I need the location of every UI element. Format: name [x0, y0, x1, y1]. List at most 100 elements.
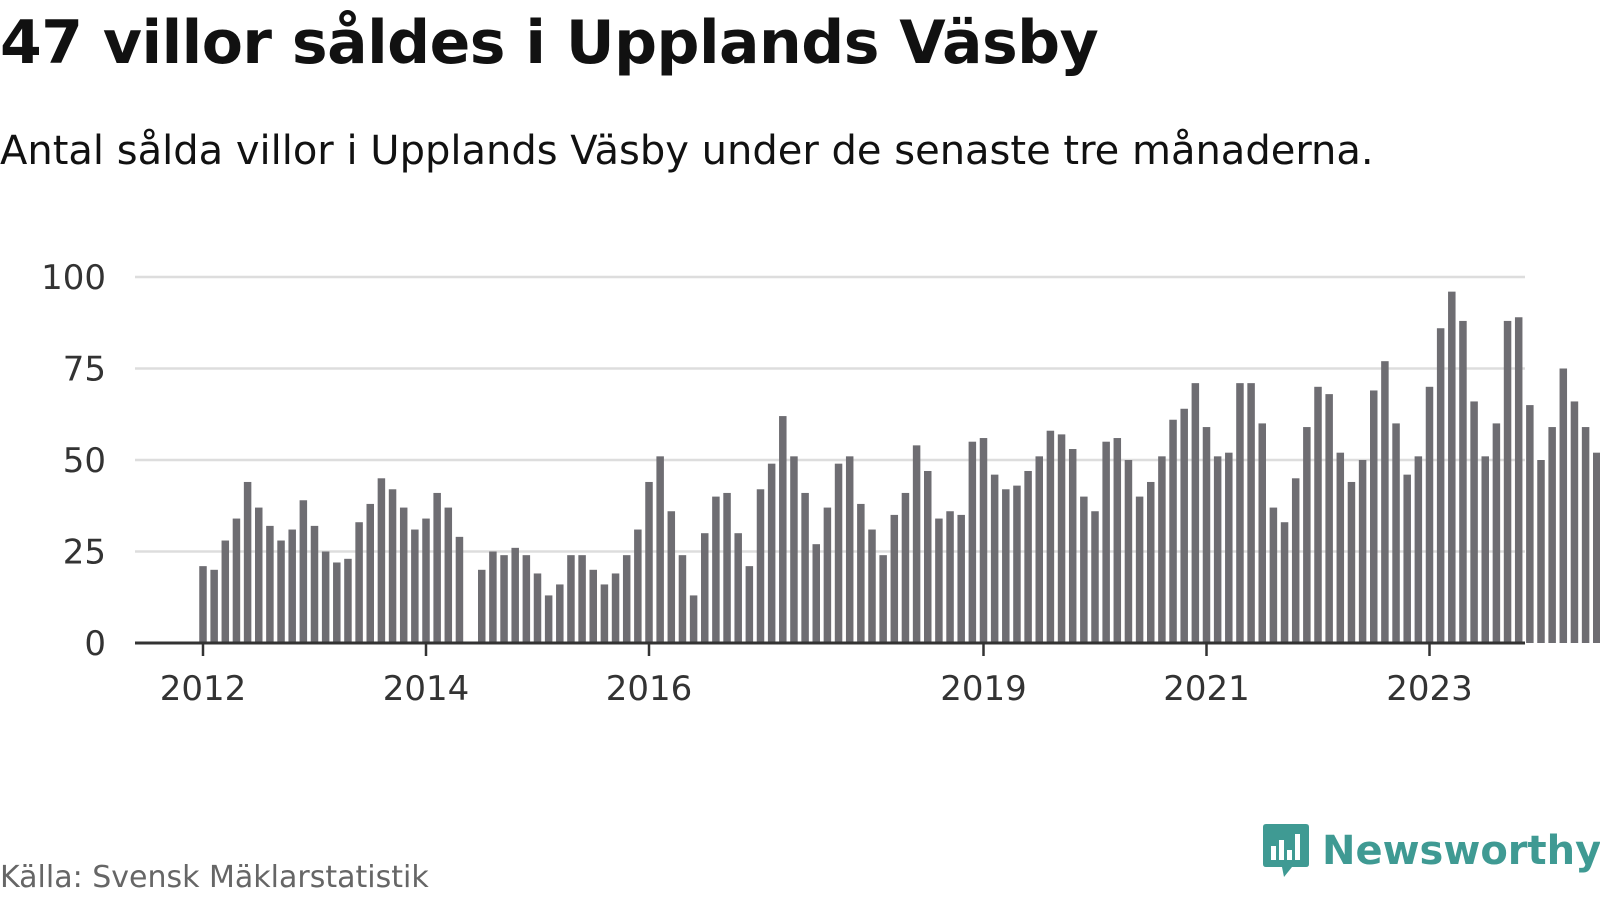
bar — [701, 533, 709, 643]
bar — [1570, 401, 1579, 643]
bar — [399, 507, 408, 643]
bar — [1135, 496, 1144, 643]
bar — [1180, 408, 1188, 643]
bar — [845, 456, 854, 643]
bar — [968, 441, 977, 643]
bar — [935, 518, 943, 643]
y-tick-label: 25 — [63, 533, 106, 573]
bar — [1113, 438, 1122, 643]
bar — [1392, 423, 1400, 643]
bar — [1403, 474, 1411, 643]
bar — [634, 529, 642, 643]
bar — [1225, 452, 1233, 643]
bar — [645, 481, 653, 643]
bar — [857, 503, 865, 643]
bar — [255, 507, 263, 643]
bar — [1381, 361, 1389, 643]
bar — [1325, 394, 1333, 643]
bar — [667, 511, 676, 643]
bar — [1213, 456, 1222, 643]
bar — [1436, 328, 1445, 643]
bar — [779, 416, 787, 643]
y-tick-label: 50 — [63, 441, 106, 481]
bar — [656, 456, 664, 643]
chart-title: 47 villor såldes i Upplands Väsby — [0, 8, 1099, 78]
bar — [455, 536, 464, 643]
bar — [990, 474, 999, 643]
bar — [1124, 460, 1133, 643]
bar — [1046, 430, 1055, 643]
bar — [1448, 291, 1456, 643]
bar — [745, 566, 754, 643]
bar — [1581, 427, 1590, 643]
bar — [912, 445, 921, 643]
bar — [511, 547, 519, 643]
x-tick-label: 2016 — [606, 669, 693, 709]
bar — [689, 595, 698, 643]
bar — [533, 573, 542, 643]
bar — [678, 555, 687, 643]
bar — [1593, 452, 1600, 643]
bar — [444, 507, 453, 643]
bar — [232, 518, 241, 643]
y-tick-label: 75 — [63, 350, 106, 390]
bar — [1314, 386, 1322, 643]
bar — [1035, 456, 1043, 643]
bar — [1269, 507, 1278, 643]
bar — [723, 492, 731, 643]
bar — [1414, 456, 1423, 643]
bar — [1470, 401, 1478, 643]
y-axis: 0 25 50 75 100 — [41, 258, 106, 664]
bar — [901, 492, 910, 643]
bar — [266, 525, 274, 643]
bar — [1481, 456, 1489, 643]
bar — [1280, 522, 1289, 643]
bar — [366, 503, 374, 643]
bar — [823, 507, 832, 643]
bar — [388, 489, 397, 643]
brand-logo: Newsworthy — [1262, 822, 1600, 880]
bar — [611, 573, 620, 643]
bar — [600, 584, 609, 643]
bar — [890, 514, 899, 643]
bar — [544, 595, 553, 643]
bar — [1358, 460, 1367, 643]
bar — [1091, 511, 1099, 643]
bar — [801, 492, 809, 643]
bar — [1236, 383, 1244, 643]
y-tick-label: 0 — [84, 624, 106, 664]
x-tick-label: 2023 — [1386, 669, 1473, 709]
bar — [1024, 470, 1032, 643]
x-tick-label: 2012 — [160, 669, 247, 709]
bar — [288, 529, 296, 643]
bar — [734, 533, 742, 643]
bar — [879, 555, 887, 643]
bar — [1102, 441, 1110, 643]
bar — [979, 438, 988, 643]
bar — [377, 478, 386, 643]
bar — [589, 569, 597, 643]
bar — [422, 518, 430, 643]
bar — [210, 569, 218, 643]
bar — [1080, 496, 1088, 643]
bar — [1057, 434, 1066, 643]
bar — [199, 566, 207, 643]
x-axis: 2012 2014 2016 2019 2021 2023 — [135, 641, 1525, 709]
bar — [1559, 368, 1568, 643]
bar — [522, 555, 531, 643]
bar — [834, 463, 843, 643]
bar — [1258, 423, 1266, 643]
bar — [478, 569, 486, 643]
x-tick-label: 2019 — [940, 669, 1027, 709]
bar — [1526, 405, 1534, 643]
bar — [567, 555, 575, 643]
bar — [1370, 390, 1378, 643]
bar — [1158, 456, 1166, 643]
bar — [1492, 423, 1501, 643]
chart-subtitle: Antal sålda villor i Upplands Väsby unde… — [0, 128, 1374, 174]
bar — [1459, 320, 1467, 643]
bar — [355, 522, 363, 643]
bar — [1537, 460, 1545, 643]
bar — [1169, 419, 1177, 643]
